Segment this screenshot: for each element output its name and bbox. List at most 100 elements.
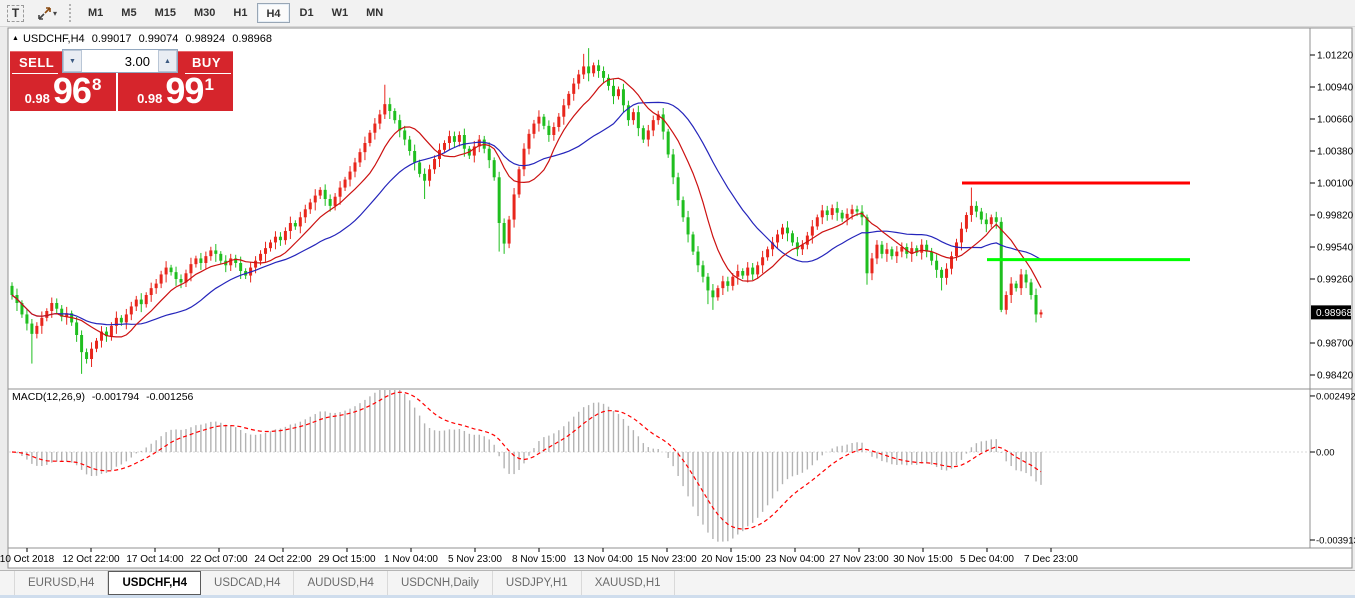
price-tick-label: 0.99820: [1317, 211, 1354, 222]
time-tick-label: 13 Nov 04:00: [573, 554, 633, 565]
symbol-period-label: USDCHF,H4: [22, 33, 85, 45]
timeframe-button-m30[interactable]: M30: [193, 7, 216, 19]
macd-signal-line: [11, 391, 1042, 530]
time-tick-label: 30 Nov 15:00: [893, 554, 953, 565]
buy-price-prefix: 0.98: [137, 91, 163, 106]
time-axis-labels: 10 Oct 2018 12 Oct 22:00 17 Oct 14:00 22 Oc…: [0, 548, 1078, 565]
chart-tab-eurusd-h4[interactable]: EURUSD,H4: [14, 571, 109, 595]
sell-underline: [12, 73, 58, 74]
time-tick-label: 5 Dec 04:00: [960, 554, 1014, 565]
buy-underline: [185, 73, 231, 74]
timeframe-button-m15[interactable]: M15: [154, 7, 176, 19]
bar-low-value: 0.98924: [185, 33, 226, 45]
time-axis[interactable]: [9, 548, 1309, 568]
time-tick-label: 23 Nov 04:00: [765, 554, 825, 565]
timeframe-button-h4[interactable]: H4: [257, 3, 290, 23]
macd-pane[interactable]: [9, 390, 1309, 547]
sell-price-big: 96: [52, 70, 92, 111]
chart-tab-bar: EURUSD,H4 USDCHF,H4 USDCAD,H4 AUDUSD,H4 USDC…: [0, 570, 1355, 595]
time-tick-label: 17 Oct 14:00: [126, 554, 184, 565]
window-bottom-edge: [0, 595, 1355, 598]
bar-close-value: 0.98968: [232, 33, 272, 45]
price-tick-label: 0.99260: [1317, 275, 1354, 286]
macd-tick-label: -0.003913: [1316, 536, 1355, 547]
price-tick-label: 0.99540: [1317, 243, 1354, 254]
candlesticks: [10, 48, 1043, 374]
time-tick-label: 24 Oct 22:00: [254, 554, 312, 565]
timeframe-button-h1[interactable]: H1: [233, 7, 248, 19]
chart-tab-usdjpy-h1[interactable]: USDJPY,H1: [493, 571, 582, 595]
toolbar-grip: [69, 4, 71, 22]
time-tick-label: 1 Nov 04:00: [384, 554, 438, 565]
chart-tab-xauusd-h1[interactable]: XAUUSD,H1: [582, 571, 675, 595]
time-tick-label: 27 Nov 23:00: [829, 554, 889, 565]
sell-price-pip: 8: [91, 75, 102, 94]
chart-tab-usdcad-h4[interactable]: USDCAD,H4: [201, 571, 295, 595]
spin-up-icon: ▲: [164, 57, 171, 65]
price-tick-label: 0.98700: [1317, 339, 1354, 350]
buy-price-big: 99: [165, 70, 204, 111]
buy-label: BUY: [192, 55, 221, 70]
price-axis-labels: 1.01220 1.00940 1.00660 1.00380 1.00100 0.998…: [1310, 51, 1354, 382]
chart-tab-audusd-h4[interactable]: AUDUSD,H4: [294, 571, 388, 595]
sell-price-prefix: 0.98: [24, 91, 50, 106]
macd-indicator-header: MACD(12,26,9) -0.001794 -0.001256: [12, 391, 197, 403]
crosshair-tool-icon: [38, 6, 51, 20]
time-tick-label: 29 Oct 15:00: [318, 554, 376, 565]
timeframe-button-w1[interactable]: W1: [331, 7, 349, 19]
volume-spinner: ▼ 3.00 ▲: [62, 49, 178, 73]
symbol-ohlc-header: ▲ USDCHF,H4 0.99017 0.99074 0.98924 0.989…: [12, 33, 276, 45]
spin-down-icon: ▼: [69, 57, 76, 65]
time-tick-label: 15 Nov 23:00: [637, 554, 697, 565]
price-tick-label: 0.98420: [1317, 371, 1354, 382]
toolbar: T ▾ M1 M5 M15 M30 H1 H4 D1 W1 MN: [0, 0, 1355, 27]
ma-slow-line: [11, 101, 1042, 326]
macd-tick-label: 0.002492: [1316, 391, 1355, 402]
macd-axis-labels: 0.002492 0.00 -0.003913: [1310, 391, 1355, 547]
text-tool-icon: T: [7, 4, 24, 22]
one-click-trading-panel: SELL 0.98 96 8 BUY 0.98 99 1 ▼ 3.00 ▲: [10, 48, 233, 112]
time-tick-label: 5 Nov 23:00: [448, 554, 502, 565]
current-price-marker: [1311, 305, 1351, 320]
current-price-label: 0.98968: [1316, 308, 1353, 319]
time-tick-label: 10 Oct 2018: [0, 554, 55, 565]
macd-tick-label: 0.00: [1316, 448, 1335, 459]
chart-window-frame: [7, 27, 1353, 569]
chart-tab-usdcnh-daily[interactable]: USDCNH,Daily: [388, 571, 493, 595]
price-tick-label: 1.01220: [1317, 51, 1354, 62]
volume-decrease-button[interactable]: ▼: [63, 50, 82, 72]
macd-main-value: -0.001794: [91, 391, 140, 403]
macd-name-label: MACD(12,26,9): [12, 391, 85, 403]
price-axis[interactable]: [1311, 30, 1352, 548]
price-tick-label: 1.00660: [1317, 115, 1354, 126]
timeframe-button-d1[interactable]: D1: [299, 7, 314, 19]
volume-increase-button[interactable]: ▲: [158, 50, 177, 72]
time-tick-label: 20 Nov 15:00: [701, 554, 761, 565]
bar-high-value: 0.99074: [138, 33, 179, 45]
up-triangle-icon: ▲: [12, 35, 19, 42]
time-tick-label: 7 Dec 23:00: [1024, 554, 1078, 565]
timeframe-button-group: M1 M5 M15 M30 H1 H4 D1 W1 MN: [79, 3, 392, 23]
dropdown-caret-icon: ▾: [52, 8, 57, 18]
text-tool-button[interactable]: T: [3, 2, 28, 24]
timeframe-button-mn[interactable]: MN: [366, 7, 384, 19]
crosshair-tool-button[interactable]: ▾: [34, 2, 60, 24]
sell-price: 0.98 96 8: [10, 70, 116, 111]
ma-fast-line: [11, 77, 1042, 338]
timeframe-button-m1[interactable]: M1: [88, 7, 104, 19]
buy-price-pip: 1: [204, 75, 214, 94]
volume-input[interactable]: 3.00: [124, 53, 150, 69]
chart-tab-usdchf-h4[interactable]: USDCHF,H4: [108, 571, 202, 595]
price-tick-label: 1.00380: [1317, 147, 1354, 158]
buy-button[interactable]: BUY 0.98 99 1: [118, 51, 233, 111]
time-tick-label: 22 Oct 07:00: [190, 554, 248, 565]
time-tick-label: 12 Oct 22:00: [62, 554, 120, 565]
macd-signal-value: -0.001256: [146, 391, 194, 403]
buy-price: 0.98 99 1: [118, 70, 233, 111]
time-tick-label: 8 Nov 15:00: [512, 554, 566, 565]
timeframe-button-m5[interactable]: M5: [121, 7, 137, 19]
sell-label: SELL: [19, 55, 55, 70]
price-tick-label: 1.00940: [1317, 83, 1354, 94]
